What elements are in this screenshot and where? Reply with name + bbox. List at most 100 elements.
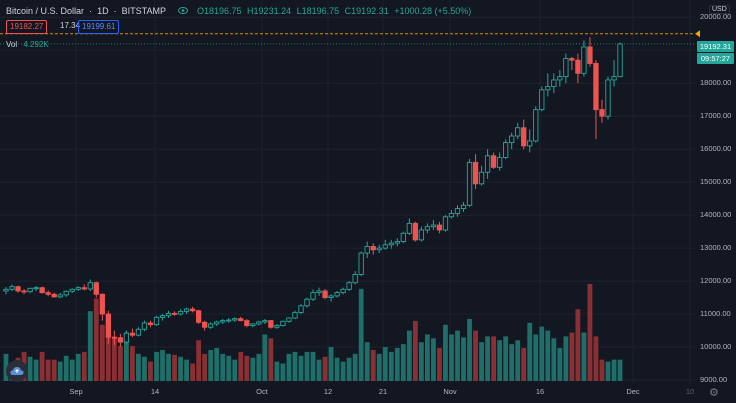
- candle-body: [226, 319, 232, 322]
- candle-body: [256, 321, 262, 325]
- volume-bar: [178, 356, 183, 381]
- volume-bar: [611, 359, 617, 381]
- symbol-name[interactable]: Bitcoin / U.S. Dollar: [6, 5, 85, 16]
- candle-body: [27, 287, 33, 293]
- volume-bar: [358, 288, 364, 381]
- time-axis[interactable]: [0, 383, 695, 403]
- volume-bar: [105, 330, 111, 381]
- volume-bar: [63, 355, 69, 381]
- candle-body: [3, 288, 9, 292]
- time-tick-label: 10: [685, 387, 695, 396]
- candle-body: [478, 171, 485, 185]
- candle-body: [159, 315, 166, 318]
- buy-button[interactable]: 19199.61: [78, 20, 120, 34]
- volume-bar: [587, 284, 593, 381]
- volume-bar: [479, 342, 484, 381]
- volume-bar: [491, 336, 497, 381]
- candle-body: [605, 79, 611, 117]
- candle-body: [15, 286, 21, 292]
- volume-bar: [75, 353, 81, 381]
- time-tick-label: Sep: [69, 387, 83, 396]
- candle-body: [141, 322, 148, 330]
- price-axis[interactable]: [695, 0, 736, 383]
- volume-bar: [208, 349, 214, 381]
- candle-body: [202, 321, 208, 328]
- candle-body: [69, 288, 75, 292]
- last-price-tag: 19192.31: [697, 41, 734, 52]
- candle-body: [334, 292, 340, 297]
- candle-body: [376, 247, 382, 251]
- candle-body: [153, 316, 160, 326]
- chart-canvas[interactable]: [0, 0, 695, 383]
- candle-body: [466, 161, 473, 206]
- volume-bar: [340, 361, 346, 381]
- volume-bar: [533, 334, 539, 381]
- sell-button[interactable]: 19182.27: [6, 20, 48, 34]
- volume-bar: [370, 349, 376, 381]
- candle-body: [581, 46, 587, 74]
- candle-body: [545, 86, 551, 91]
- volume-bar: [467, 318, 472, 381]
- candle-body: [557, 76, 563, 81]
- countdown-tag: 09:57:27: [697, 53, 734, 64]
- volume-bar: [364, 342, 370, 381]
- time-tick-label: Dec: [626, 387, 640, 396]
- volume-legend: Vol 4.292K: [6, 40, 49, 49]
- candle-body: [268, 320, 274, 328]
- price-tick-label: 15000.00: [700, 177, 732, 187]
- currency-label[interactable]: USD: [709, 5, 730, 14]
- candle-body: [328, 295, 334, 299]
- candle-body: [51, 293, 57, 298]
- eye-icon[interactable]: [178, 6, 189, 16]
- candle-body: [135, 328, 142, 336]
- volume-label[interactable]: Vol: [6, 40, 18, 49]
- ohlc-low: L18196.75: [296, 5, 340, 16]
- candle-body: [406, 222, 412, 234]
- volume-bar: [280, 363, 286, 381]
- candle-body: [195, 310, 202, 323]
- candle-body: [280, 320, 286, 327]
- volume-bar: [617, 359, 623, 381]
- spread-value: 17.34: [60, 21, 81, 30]
- volume-bar: [449, 334, 454, 381]
- volume-bar: [166, 353, 171, 381]
- volume-bar: [443, 324, 448, 381]
- alert-marker-icon[interactable]: [695, 30, 700, 38]
- gear-icon[interactable]: ⚙: [709, 387, 719, 399]
- candle-body: [75, 287, 81, 290]
- volume-bar: [238, 351, 244, 381]
- volume-bar: [394, 348, 400, 381]
- price-tick-label: 17000.00: [700, 111, 732, 121]
- volume-bar: [304, 351, 310, 381]
- volume-bar: [515, 340, 521, 381]
- volume-bar: [184, 359, 189, 381]
- volume-bar: [117, 346, 123, 381]
- candle-body: [81, 287, 87, 290]
- candle-body: [587, 46, 593, 64]
- candle-body: [382, 244, 388, 249]
- tradingview-cloud-icon[interactable]: [6, 360, 28, 382]
- symbol-exchange: BITSTAMP: [121, 5, 166, 16]
- candle-body: [147, 322, 154, 326]
- candle-body: [220, 320, 226, 323]
- candle-body: [129, 332, 136, 336]
- candle-body: [388, 242, 394, 246]
- candle-body: [57, 294, 63, 298]
- volume-bar: [111, 337, 117, 381]
- symbol-interval[interactable]: 1D: [97, 5, 109, 16]
- volume-bar: [250, 357, 256, 381]
- volume-bar: [232, 359, 238, 381]
- candle-body: [593, 63, 599, 111]
- symbol-legend: Bitcoin / U.S. Dollar · 1D · BITSTAMP O1…: [6, 5, 472, 16]
- volume-bar: [39, 351, 45, 381]
- candle-body: [611, 76, 617, 81]
- candle-body: [394, 241, 400, 244]
- chart-svg[interactable]: [0, 0, 695, 383]
- candle-body: [214, 321, 220, 325]
- volume-bar: [605, 361, 611, 381]
- volume-bar: [214, 348, 220, 381]
- candle-body: [569, 58, 575, 61]
- candle-body: [208, 323, 214, 328]
- candle-body: [551, 79, 557, 87]
- volume-bar: [485, 336, 490, 381]
